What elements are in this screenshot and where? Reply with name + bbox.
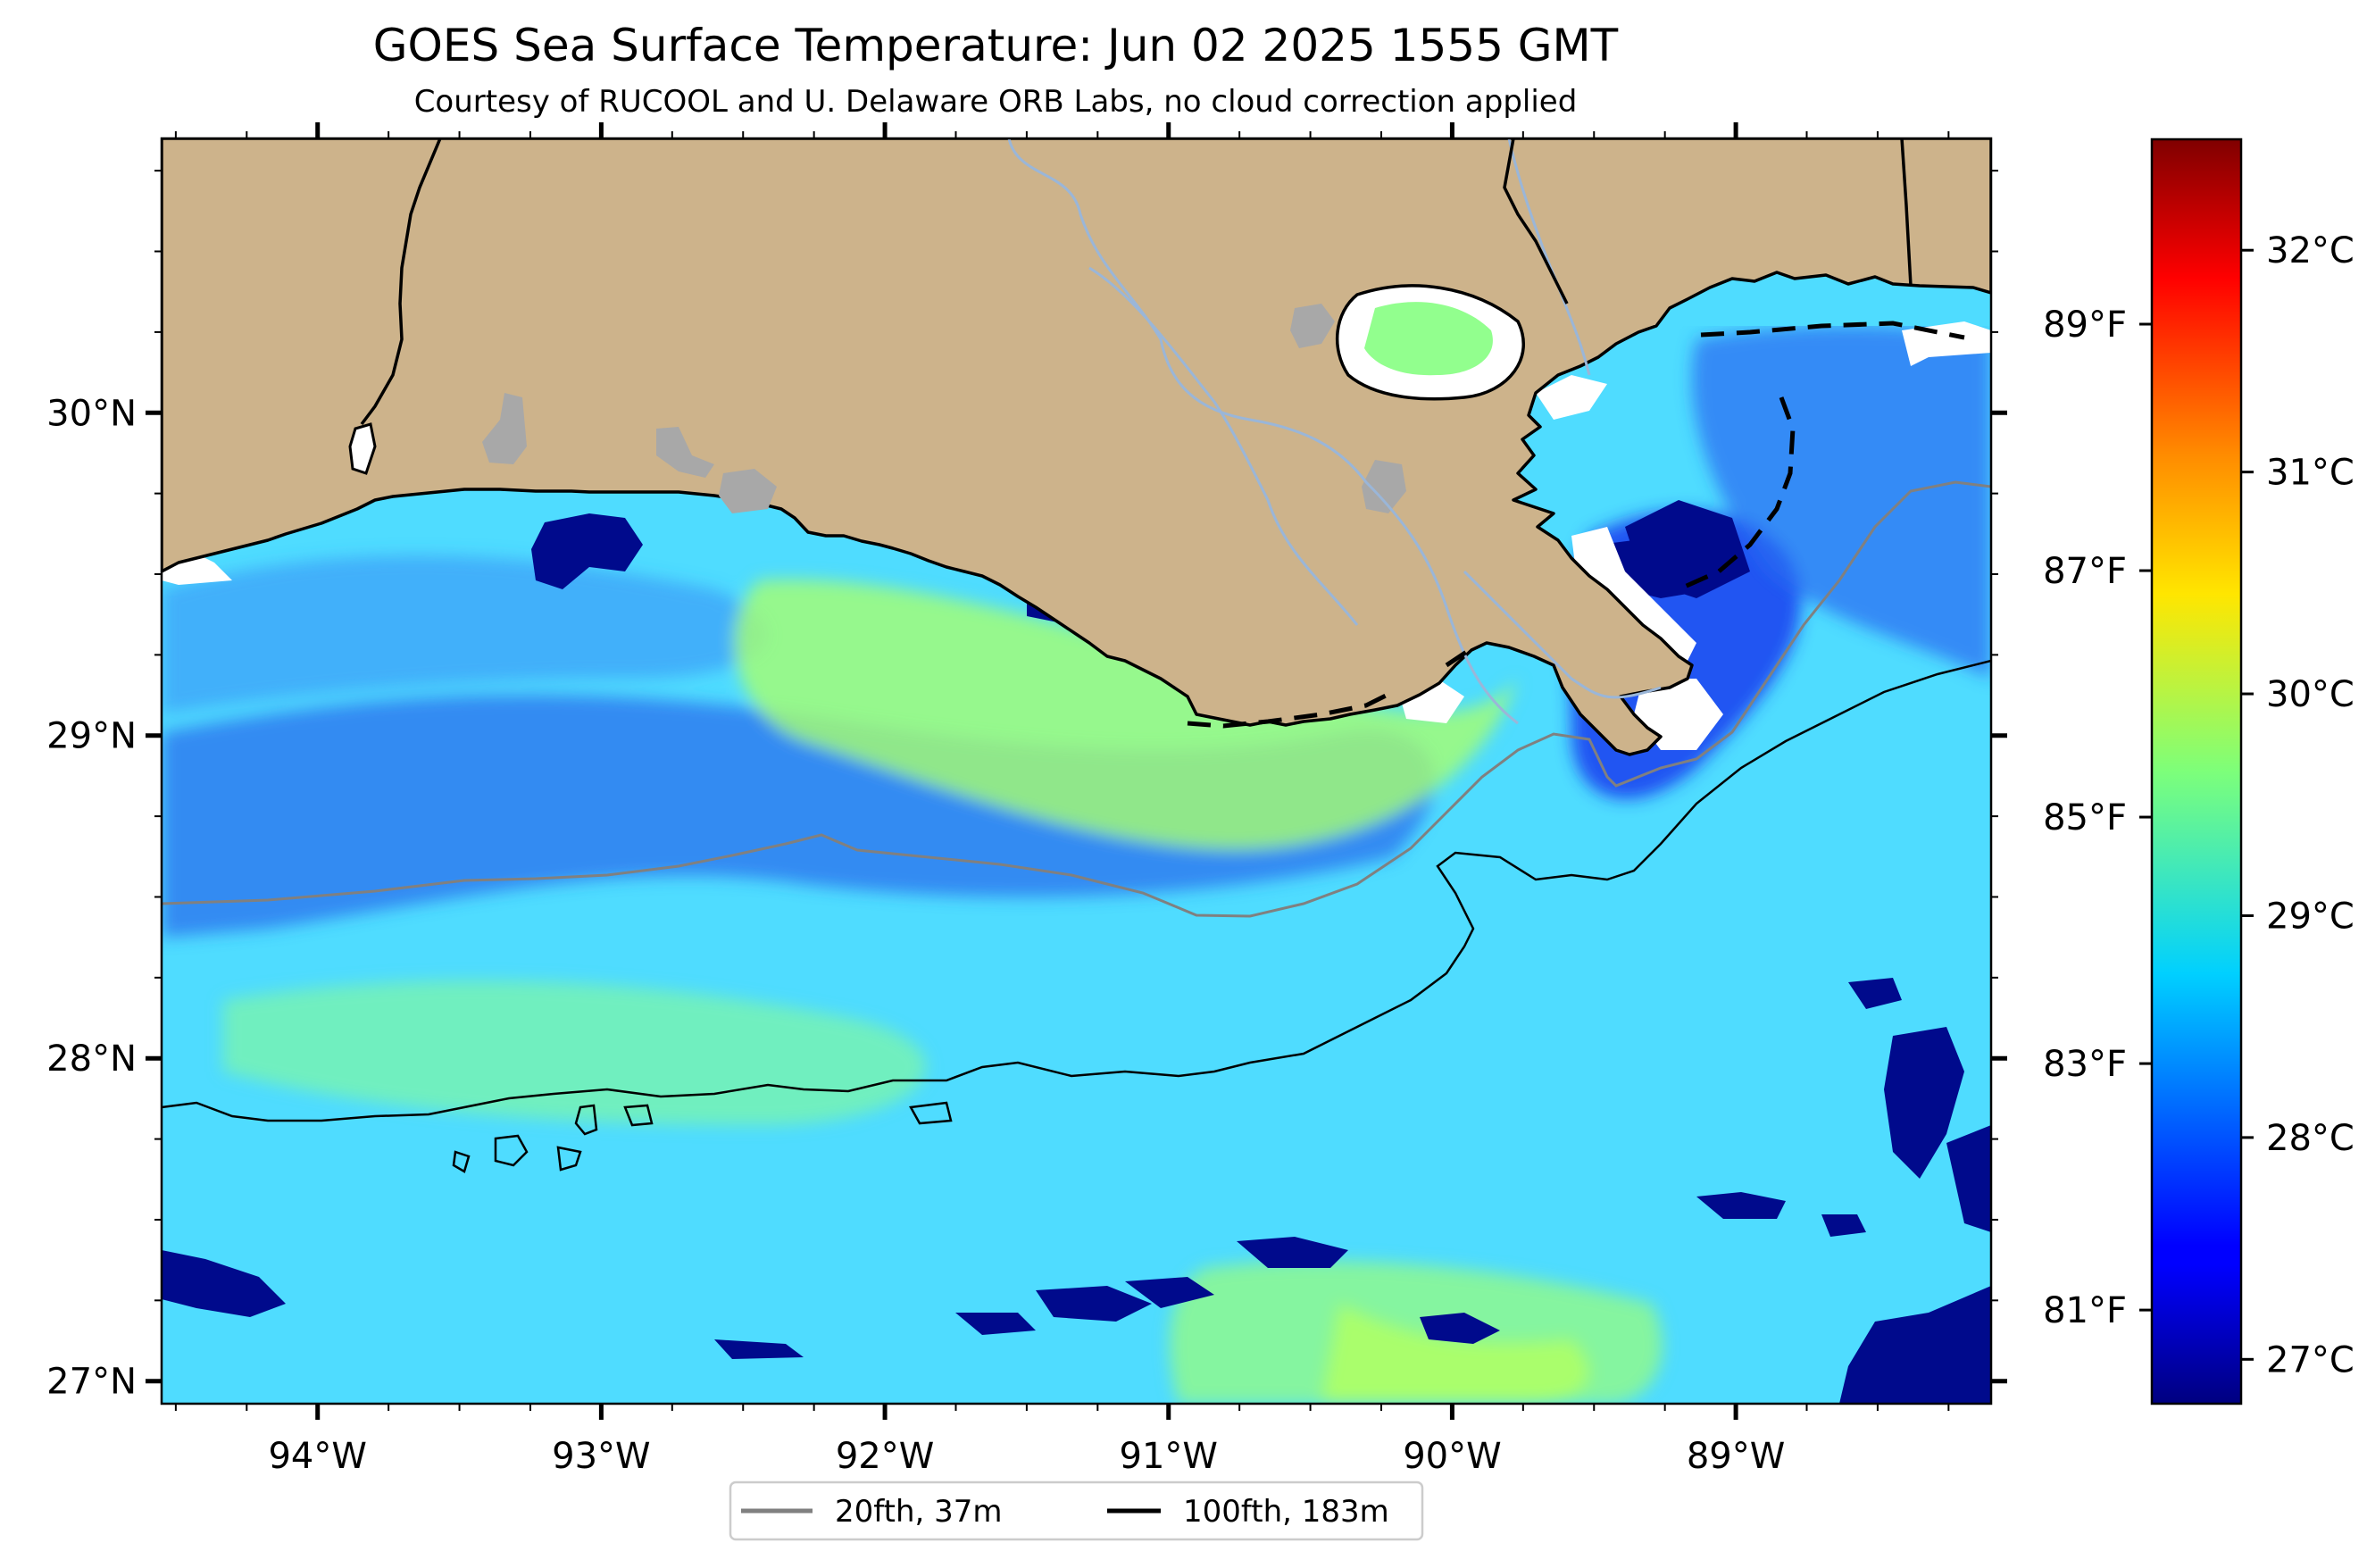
dashed-line [1187, 689, 1395, 729]
contour-20fth [162, 480, 1991, 918]
cold-patch [1625, 500, 1750, 598]
lake-sst [1364, 302, 1493, 376]
warm-southwest [223, 980, 927, 1125]
celsius-tick-label: 30°C [2266, 674, 2354, 715]
lon-tick-label: 89°W [1687, 1436, 1785, 1477]
warm-shelf [734, 579, 1518, 850]
cold-patch [531, 513, 643, 589]
inland-lake [482, 393, 527, 464]
lon-tick-label: 91°W [1120, 1436, 1218, 1477]
state-boundary [1900, 138, 1913, 287]
river [1463, 570, 1662, 699]
contour-100fth-islands [452, 1101, 953, 1173]
cloud-area [1571, 527, 1696, 679]
dashed-line [1677, 396, 1796, 592]
cold-patch [1839, 1286, 1991, 1404]
cool-band-north [162, 555, 768, 714]
fahrenheit-tick-label: 87°F [2043, 551, 2127, 592]
fahrenheit-tick-label: 83°F [2043, 1044, 2127, 1085]
cold-patch [1125, 1277, 1214, 1308]
sst-field [162, 326, 1991, 1404]
map-area [162, 138, 1991, 1404]
land-louisiana [162, 138, 1991, 756]
colorbar-ticks: 27°C 28°C 29°C 30°C 31°C 32°C 81°F 83°F 85°F 87°F… [2043, 230, 2354, 1380]
contour-100fth [162, 659, 1991, 1122]
cold-patch [1884, 1027, 1964, 1179]
cloud-area [1536, 375, 1607, 420]
lat-tick-label: 28°N [46, 1038, 137, 1080]
lon-tick-label: 92°W [836, 1436, 934, 1477]
fahrenheit-tick-label: 89°F [2043, 304, 2127, 346]
celsius-tick-label: 31°C [2266, 453, 2354, 494]
cold-patch [1237, 1237, 1348, 1268]
lon-tick-label: 94°W [268, 1436, 366, 1477]
lake-west [348, 422, 377, 475]
fahrenheit-tick-label: 81°F [2043, 1290, 2127, 1331]
contour-island [623, 1104, 654, 1127]
lat-tick-label: 30°N [46, 393, 137, 434]
cold-patch [1848, 978, 1902, 1009]
celsius-tick-label: 28°C [2266, 1118, 2354, 1159]
state-boundary [1503, 138, 1569, 304]
warm-south-halo [1170, 1261, 1663, 1404]
coastal-dashes [1187, 321, 1965, 729]
cold-patch [162, 1250, 286, 1317]
legend-box [729, 1480, 1424, 1541]
celsius-tick-label: 29°C [2266, 896, 2354, 937]
lat-tick-label: 27°N [46, 1362, 137, 1403]
cold-patch [1696, 1192, 1786, 1219]
river [1007, 138, 1519, 725]
celsius-tick-label: 32°C [2266, 230, 2354, 271]
inland-lake [1290, 304, 1335, 348]
map-title: GOES Sea Surface Temperature: Jun 02 202… [372, 20, 1619, 71]
inland-lake [719, 469, 777, 513]
contour-island [574, 1104, 598, 1136]
dashed-line [1700, 321, 1965, 340]
legend: 20fth, 37m 100fth, 183m [729, 1480, 1424, 1541]
map-subtitle: Courtesy of RUCOOL and U. Delaware ORB L… [413, 84, 1578, 120]
cold-patch [714, 1339, 804, 1359]
cloud-area [1902, 321, 1991, 366]
river [1088, 266, 1359, 626]
legend-label-100fth: 100fth, 183m [1183, 1494, 1389, 1530]
contour-island [909, 1101, 953, 1125]
cold-patch [1821, 1214, 1866, 1237]
dashed-line [1445, 645, 1475, 668]
fahrenheit-tick-label: 85°F [2043, 797, 2127, 838]
celsius-tick-label: 27°C [2266, 1339, 2354, 1380]
cold-patch [1946, 1125, 1991, 1232]
axis-ticks: 94°W 93°W 92°W 91°W 90°W 89°W 30°N 29°N 28°N 27°N [46, 122, 2007, 1477]
colorbar [2150, 138, 2243, 1405]
contour-island [452, 1150, 471, 1173]
state-boundary [360, 138, 442, 426]
legend-label-20fth: 20fth, 37m [835, 1494, 1003, 1530]
cold-patch [1420, 1313, 1500, 1344]
cool-east-margin [1691, 326, 1991, 679]
lon-tick-label: 90°W [1403, 1436, 1501, 1477]
contour-island [494, 1134, 529, 1167]
inland-lakes [482, 304, 1406, 513]
cold-patch [1036, 1286, 1152, 1322]
lon-tick-label: 93°W [552, 1436, 650, 1477]
map-frame [160, 137, 1993, 1405]
lat-tick-label: 29°N [46, 716, 137, 757]
cold-patch [955, 1313, 1036, 1335]
inland-lake [656, 427, 714, 478]
inland-lake [1362, 460, 1406, 513]
contour-island [556, 1146, 582, 1172]
